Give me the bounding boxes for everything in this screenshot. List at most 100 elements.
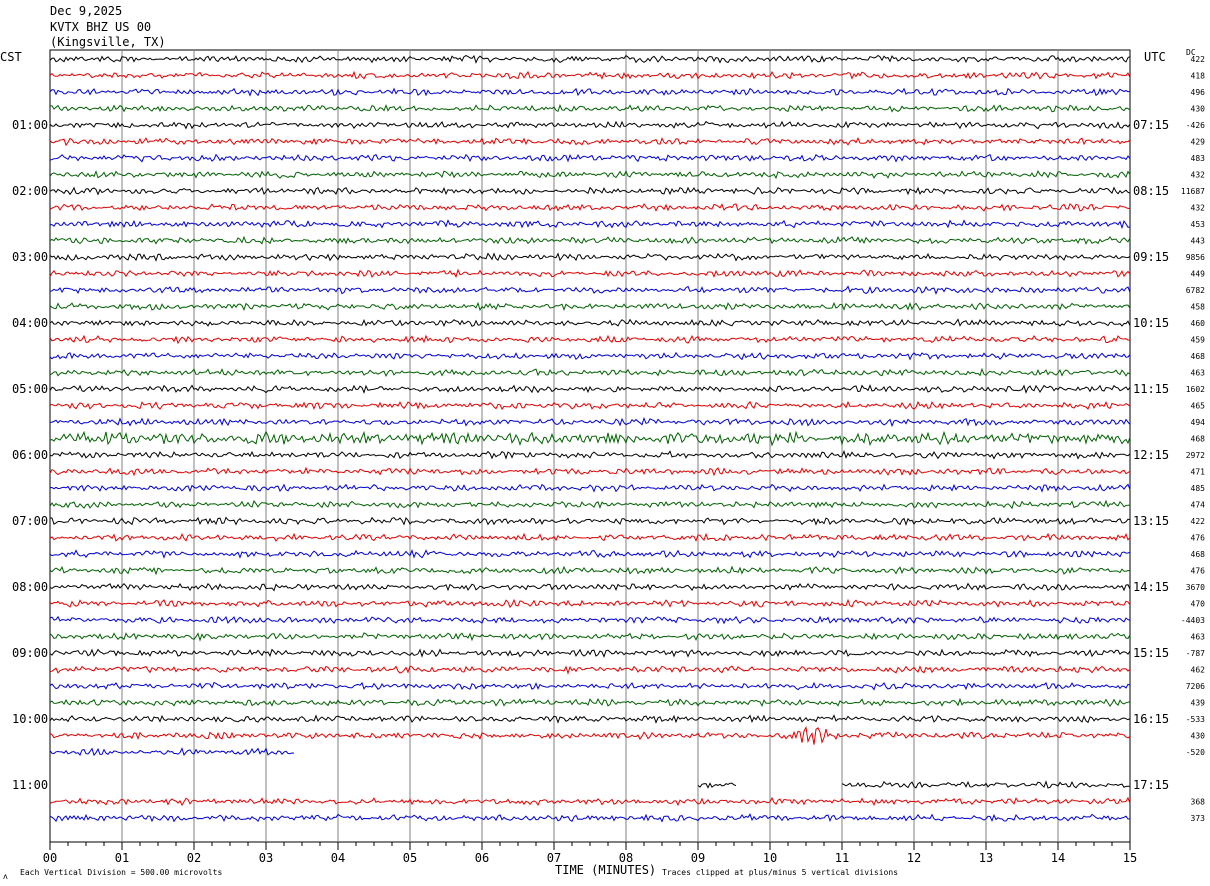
right-hour-label: 15:15 [1133, 646, 1169, 660]
seismic-trace [49, 367, 1131, 378]
dc-offset-value: 476 [1191, 567, 1206, 576]
seismic-trace [49, 615, 1131, 625]
seismic-trace [49, 153, 1131, 163]
dc-offset-value: 471 [1191, 468, 1206, 477]
seismic-trace [49, 548, 1131, 559]
seismic-trace [49, 384, 1131, 394]
left-hour-label: 06:00 [12, 448, 48, 462]
dc-offset-value: 9856 [1186, 253, 1205, 262]
x-tick-label: 06 [475, 851, 489, 865]
seismic-trace [49, 665, 1131, 675]
seismic-trace [49, 483, 1131, 493]
right-hour-label: 07:15 [1133, 118, 1169, 132]
seismic-trace [49, 430, 1131, 447]
x-tick-label: 00 [43, 851, 57, 865]
seismic-trace [50, 104, 1131, 113]
left-timezone-label: CST [0, 50, 22, 64]
x-tick-label: 12 [907, 851, 921, 865]
seismic-trace [49, 796, 1131, 807]
seismic-trace [49, 725, 1131, 745]
seismic-trace [49, 648, 1131, 658]
right-hour-label: 14:15 [1133, 580, 1169, 594]
seismic-trace [49, 120, 1131, 130]
x-tick-label: 01 [115, 851, 129, 865]
x-tick-label: 07 [547, 851, 561, 865]
seismic-trace [697, 782, 737, 789]
x-tick-label: 14 [1051, 851, 1065, 865]
dc-offset-value: 418 [1191, 72, 1206, 81]
dc-offset-value: 11687 [1181, 187, 1205, 196]
dc-offset-value: 462 [1191, 666, 1206, 675]
dc-offset-value: 7206 [1186, 682, 1205, 691]
left-hour-label: 09:00 [12, 646, 48, 660]
dc-offset-value: 1602 [1186, 385, 1205, 394]
dc-offset-value: 430 [1191, 732, 1206, 741]
seismic-trace [49, 301, 1131, 312]
seismic-trace [49, 252, 1131, 262]
dc-offset-value: 474 [1191, 501, 1206, 510]
seismic-trace [49, 598, 1131, 609]
seismic-trace [49, 813, 1131, 823]
seismic-trace [49, 87, 1131, 97]
seismic-trace [49, 449, 1131, 460]
dc-offset-value: 485 [1191, 484, 1206, 493]
dc-offset-value: 496 [1191, 88, 1206, 97]
right-hour-label: 08:15 [1133, 184, 1169, 198]
dc-offset-value: -520 [1186, 748, 1205, 757]
seismic-trace [49, 351, 1131, 361]
x-tick-label: 09 [691, 851, 705, 865]
seismic-trace [49, 285, 1131, 295]
x-tick-label: 04 [331, 851, 345, 865]
seismic-trace [49, 70, 1131, 80]
seismic-trace [50, 416, 1131, 428]
dc-offset-value: 430 [1191, 105, 1206, 114]
x-tick-label: 02 [187, 851, 201, 865]
dc-offset-value: 2972 [1186, 451, 1205, 460]
right-hour-label: 16:15 [1133, 712, 1169, 726]
left-hour-label: 05:00 [12, 382, 48, 396]
left-hour-label: 01:00 [12, 118, 48, 132]
dc-offset-value: 463 [1191, 633, 1206, 642]
clip-note: Traces clipped at plus/minus 5 vertical … [662, 868, 899, 877]
dc-offset-value: 458 [1191, 303, 1206, 312]
dc-offset-value: 439 [1191, 699, 1206, 708]
seismic-trace [49, 169, 1131, 180]
dc-offset-value: 432 [1191, 204, 1206, 213]
left-hour-label: 02:00 [12, 184, 48, 198]
right-hour-label: 17:15 [1133, 778, 1169, 792]
left-hour-label: 08:00 [12, 580, 48, 594]
dc-offset-value: 468 [1191, 550, 1206, 559]
dc-offset-value: 483 [1191, 154, 1206, 163]
x-tick-label: 03 [259, 851, 273, 865]
right-hour-label: 13:15 [1133, 514, 1169, 528]
dc-offset-value: 373 [1191, 814, 1206, 823]
left-hour-label: 07:00 [12, 514, 48, 528]
dc-offset-value: -533 [1186, 715, 1205, 724]
x-tick-label: 13 [979, 851, 993, 865]
helicorder-date: Dec 9,2025 [50, 4, 123, 18]
x-tick-label: 15 [1123, 851, 1137, 865]
dc-offset-value: 453 [1191, 220, 1206, 229]
dc-offset-value: 465 [1191, 402, 1206, 411]
left-hour-label: 11:00 [12, 778, 48, 792]
seismic-trace [49, 400, 1131, 411]
seismic-trace [49, 632, 1131, 642]
seismic-trace [49, 516, 1131, 527]
seismic-trace [49, 565, 1131, 576]
dc-offset-value: -787 [1186, 649, 1205, 658]
dc-offset-value: 470 [1191, 600, 1206, 609]
dc-offset-value: 368 [1191, 798, 1206, 807]
dc-offset-value: 468 [1191, 435, 1206, 444]
dc-offset-value: 443 [1191, 237, 1206, 246]
x-tick-label: 11 [835, 851, 849, 865]
station-code: KVTX BHZ US 00 [50, 20, 152, 34]
seismic-trace [49, 697, 1131, 708]
seismic-trace [49, 186, 1131, 196]
left-hour-label: 03:00 [12, 250, 48, 264]
seismic-trace [49, 203, 1131, 212]
right-hour-label: 09:15 [1133, 250, 1169, 264]
left-hour-label: 10:00 [12, 712, 48, 726]
dc-offset-value: 422 [1191, 517, 1206, 526]
dc-offset-value: -4403 [1181, 616, 1205, 625]
